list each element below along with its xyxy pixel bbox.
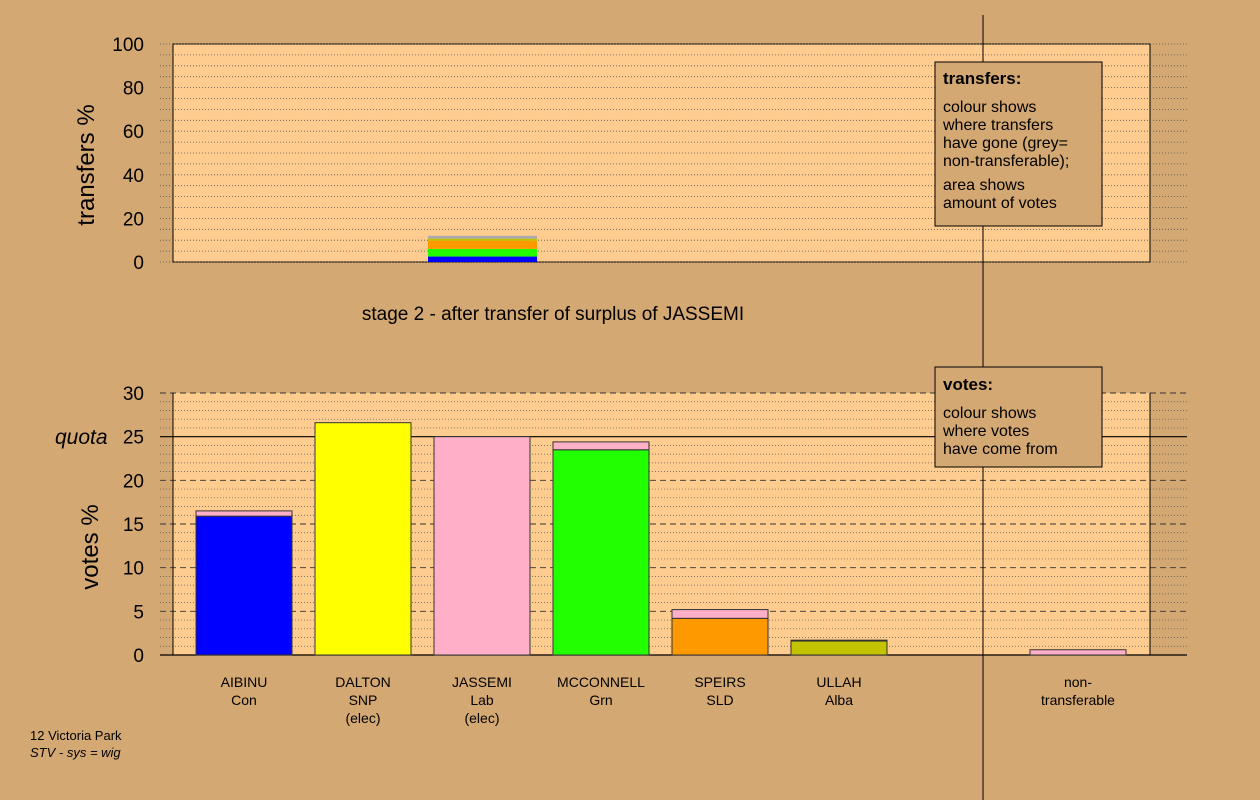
- candidate-label: Grn: [589, 692, 612, 708]
- votes-y-tick-label: 25: [123, 428, 144, 449]
- votes-y-tick-label: 30: [123, 384, 144, 405]
- votes-bar-segment: [552, 449, 650, 656]
- transfers-y-tick-label: 100: [112, 35, 144, 56]
- candidate-label: SPEIRS: [694, 674, 745, 690]
- legend-text: where transfers: [942, 117, 1053, 134]
- legend-title: votes:: [943, 375, 993, 394]
- votes-bar-segment: [790, 639, 888, 642]
- legend-text: area shows: [943, 177, 1025, 194]
- transfers-bar-segment: [428, 238, 537, 241]
- votes-y-ticks: 0 5 10 15 20 25 30: [123, 384, 144, 667]
- votes-legend-box: [934, 366, 1103, 468]
- transfers-y-tick-label: 20: [123, 209, 144, 230]
- candidate-label: (elec): [464, 710, 499, 726]
- transfers-bars: [428, 235, 537, 262]
- votes-y-tick-label: 5: [133, 602, 144, 623]
- votes-bar-segment: [314, 422, 412, 656]
- candidate-label: SNP: [349, 692, 378, 708]
- transfers-bar-segment: [428, 256, 537, 262]
- transfers-y-axis-label: transfers %: [73, 104, 100, 225]
- votes-y-axis-label: votes %: [77, 504, 104, 589]
- transfers-y-tick-label: 80: [123, 79, 144, 100]
- transfers-y-ticks: 0 20 40 60 80 100: [112, 35, 144, 274]
- votes-bar-segment: [195, 510, 293, 517]
- votes-bars: [195, 422, 1127, 656]
- legend-title: transfers:: [943, 69, 1021, 88]
- votes-y-tick-label: 10: [123, 559, 144, 580]
- transfers-bar-segment: [428, 248, 537, 257]
- votes-bar-segment: [790, 640, 888, 656]
- votes-y-tick-label: 0: [133, 646, 144, 667]
- candidate-label: transferable: [1041, 692, 1115, 708]
- votes-bar-segment: [671, 609, 769, 619]
- candidate-label: DALTON: [335, 674, 391, 690]
- candidate-label: Con: [231, 692, 257, 708]
- quota-label: quota: [55, 426, 108, 449]
- legend-text: colour shows: [943, 405, 1036, 422]
- candidate-label: JASSEMI: [452, 674, 512, 690]
- ward-name: 12 Victoria Park: [30, 728, 122, 743]
- candidate-label: non-: [1064, 674, 1092, 690]
- candidate-label: Alba: [825, 692, 853, 708]
- legend-text: have gone (grey=: [943, 135, 1068, 152]
- legend-text: colour shows: [943, 99, 1036, 116]
- votes-y-tick-label: 15: [123, 515, 144, 536]
- candidate-label: Lab: [470, 692, 494, 708]
- transfers-y-tick-label: 60: [123, 122, 144, 143]
- votes-bar-segment: [1029, 649, 1127, 656]
- transfers-legend-box: [934, 61, 1103, 227]
- votes-bar-segment: [433, 436, 531, 656]
- candidate-label: (elec): [345, 710, 380, 726]
- legend-text: non-transferable);: [943, 153, 1069, 170]
- transfers-y-tick-label: 40: [123, 166, 144, 187]
- legend-text: amount of votes: [943, 195, 1057, 212]
- transfers-bar-segment: [428, 235, 537, 239]
- candidate-label: SLD: [706, 692, 733, 708]
- candidate-label: ULLAH: [816, 674, 861, 690]
- votes-bar-segment: [195, 515, 293, 656]
- transfers-bar-segment: [428, 240, 537, 249]
- votes-bar-segment: [671, 617, 769, 656]
- candidate-label: AIBINU: [221, 674, 268, 690]
- legend-text: where votes: [942, 423, 1029, 440]
- candidate-label: MCCONNELL: [557, 674, 645, 690]
- count-system: STV - sys = wig: [30, 745, 121, 760]
- votes-bar-segment: [552, 441, 650, 451]
- votes-y-tick-label: 20: [123, 471, 144, 492]
- votes-category-labels: AIBINU Con DALTON SNP (elec) JASSEMI Lab (elec)…: [221, 674, 1116, 726]
- transfers-y-tick-label: 0: [133, 253, 144, 274]
- stage-title: stage 2 - after transfer of surplus of J…: [362, 304, 744, 325]
- legend-text: have come from: [943, 441, 1058, 458]
